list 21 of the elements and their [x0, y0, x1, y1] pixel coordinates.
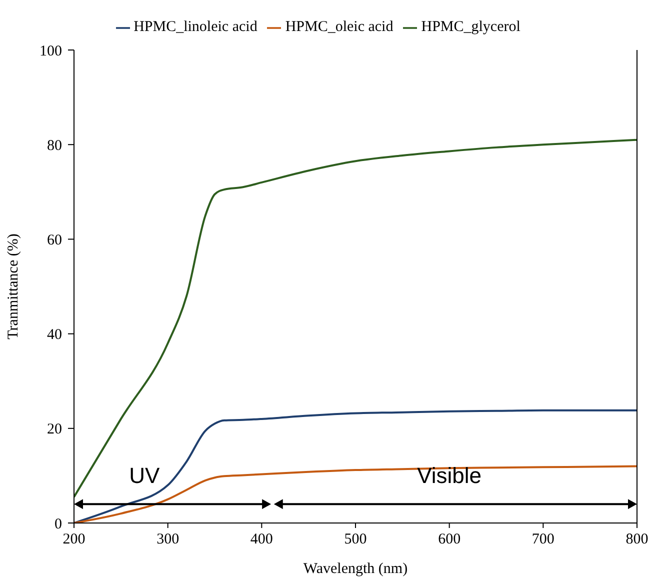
- x-tick-label: 500: [344, 532, 367, 548]
- x-tick-label: 400: [250, 532, 273, 548]
- annotation: UV: [129, 462, 160, 488]
- y-tick-label: 40: [47, 327, 62, 344]
- legend-label: HPMC_oleic acid: [285, 19, 394, 35]
- y-axis-title: Tranmittance (%): [5, 234, 22, 340]
- y-tick-label: 0: [54, 516, 62, 532]
- annotation: Visible: [417, 462, 482, 488]
- x-tick-label: 700: [532, 532, 554, 548]
- y-tick-label: 100: [40, 43, 62, 60]
- x-tick-label: 600: [438, 532, 461, 548]
- y-tick-label: 80: [47, 138, 62, 154]
- x-tick-label: 300: [156, 532, 180, 548]
- line-series: [74, 138, 637, 498]
- x-tick-label: 800: [626, 532, 648, 548]
- y-tick-label: 60: [47, 232, 62, 249]
- legend-label: HPMC_linoleic acid: [134, 19, 258, 35]
- x-tick-label: 200: [62, 532, 86, 548]
- y-tick-label: 20: [47, 422, 62, 438]
- legend-label: HPMC_glycerol: [421, 19, 520, 35]
- x-axis-title: Wavelength (nm): [303, 561, 408, 577]
